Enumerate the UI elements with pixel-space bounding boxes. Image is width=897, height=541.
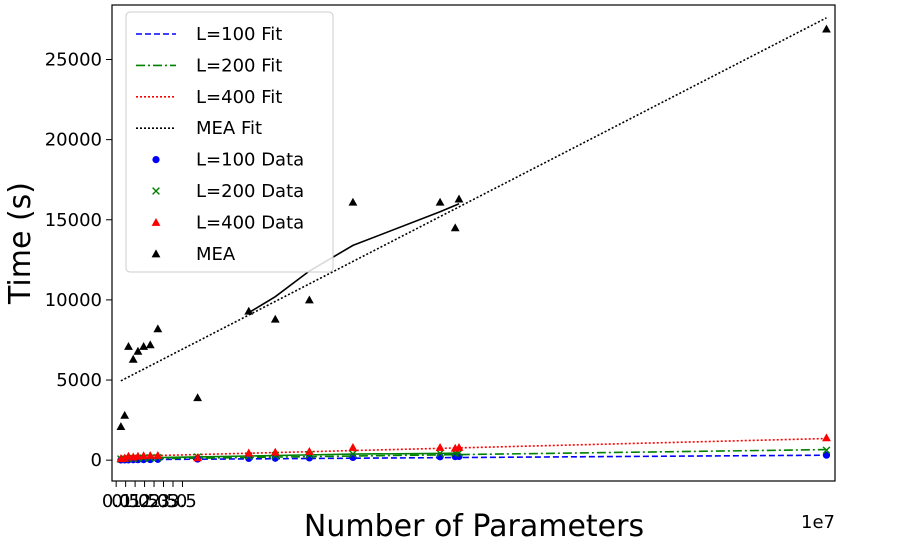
x-tick-label: 3.5 — [168, 491, 197, 512]
legend-box — [125, 11, 334, 273]
mea-point — [304, 295, 314, 304]
x-tick-label: 2.5 — [149, 491, 178, 512]
mea-point — [193, 393, 203, 402]
x-tick-label: 0.0 — [102, 491, 131, 512]
legend-mea-fit-label: MEA Fit — [196, 118, 262, 139]
legend-l-100-data-label: L=100 Data — [196, 150, 304, 171]
mea-point — [244, 306, 254, 315]
mea-point — [116, 422, 126, 431]
y-tick-label: 10000 — [45, 290, 102, 311]
mea-point — [145, 340, 155, 349]
x-tick-label: 1.5 — [130, 491, 159, 512]
l-100-fit-line — [120, 454, 827, 461]
mea-point — [124, 341, 133, 350]
plot-frame — [111, 4, 836, 482]
y-tick-label: 0 — [91, 450, 102, 471]
l-400-data-point — [270, 447, 280, 456]
mea-point — [454, 194, 464, 203]
mea-path — [248, 202, 460, 314]
l-100-data-point — [822, 451, 831, 459]
mea-point — [120, 410, 130, 419]
l-400-data-point — [454, 442, 464, 451]
legend-l-400-fit-label: L=400 Fit — [196, 87, 282, 108]
x-offset-label: 1e7 — [801, 512, 835, 533]
fit-lines — [120, 17, 827, 461]
x-tick-label: 1.0 — [121, 491, 150, 512]
legend-l-400-data-label: L=400 Data — [196, 212, 304, 233]
mea-point — [822, 24, 831, 33]
x-tick-label: 2.0 — [140, 491, 169, 512]
l-400-data-point — [193, 453, 203, 462]
l-100-data-point — [245, 454, 253, 463]
y-tick-label: 20000 — [45, 130, 102, 151]
data-points — [116, 24, 831, 464]
legend-mea-label: MEA — [196, 244, 236, 265]
mea-fit-line — [120, 17, 827, 382]
legend: L=100 Fit L=200 Fit L=400 Fit MEA Fit L=100 … — [125, 11, 334, 273]
x-axis-ticks: 0.00.51.01.52.02.53.03.5 — [102, 481, 197, 512]
mea-point — [348, 197, 358, 206]
l-200-data-point — [822, 446, 831, 455]
l-400-data-point — [153, 450, 163, 459]
legend-l-200-data-swatch — [152, 187, 160, 195]
x-axis-title: Number of Parameters — [304, 509, 644, 541]
y-tick-label: 25000 — [45, 49, 102, 70]
l-200-data-path — [120, 452, 460, 460]
l-200-fit-line — [120, 448, 827, 461]
mea-point — [128, 354, 138, 363]
l-400-data-point — [822, 433, 831, 442]
mea-point — [139, 341, 149, 350]
legend-l-100-data-swatch — [152, 156, 160, 164]
l-400-data-point — [139, 451, 149, 460]
mea-point — [133, 346, 143, 355]
mea-point — [270, 314, 280, 323]
legend-mea-swatch — [151, 249, 161, 258]
legend-l-100-fit-label: L=100 Fit — [196, 24, 282, 45]
l-400-data-point — [304, 446, 314, 455]
l-400-data-point — [348, 442, 358, 451]
l-400-fit-line — [120, 437, 827, 458]
l-400-data-point — [145, 450, 155, 459]
l-200-data-point — [436, 449, 444, 458]
l-400-data-point — [244, 448, 254, 457]
legend-l-200-fit-label: L=200 Fit — [196, 55, 282, 76]
mea-point — [153, 324, 163, 333]
y-axis-title: Time (s) — [3, 182, 38, 305]
mea-point — [450, 223, 460, 232]
y-axis-ticks: 0 5000 10000 15000 20000 25000 — [45, 49, 112, 471]
x-tick-label: 0.5 — [111, 491, 140, 512]
y-tick-label: 15000 — [45, 210, 102, 231]
mea-point — [435, 197, 445, 206]
legend-l-200-data-label: L=200 Data — [196, 181, 304, 202]
l-200-data-point — [349, 450, 357, 458]
legend-l-400-data-swatch — [151, 218, 161, 226]
l-400-data-point — [435, 442, 445, 451]
y-tick-label: 5000 — [56, 370, 102, 391]
x-tick-label: 3.0 — [159, 491, 188, 512]
